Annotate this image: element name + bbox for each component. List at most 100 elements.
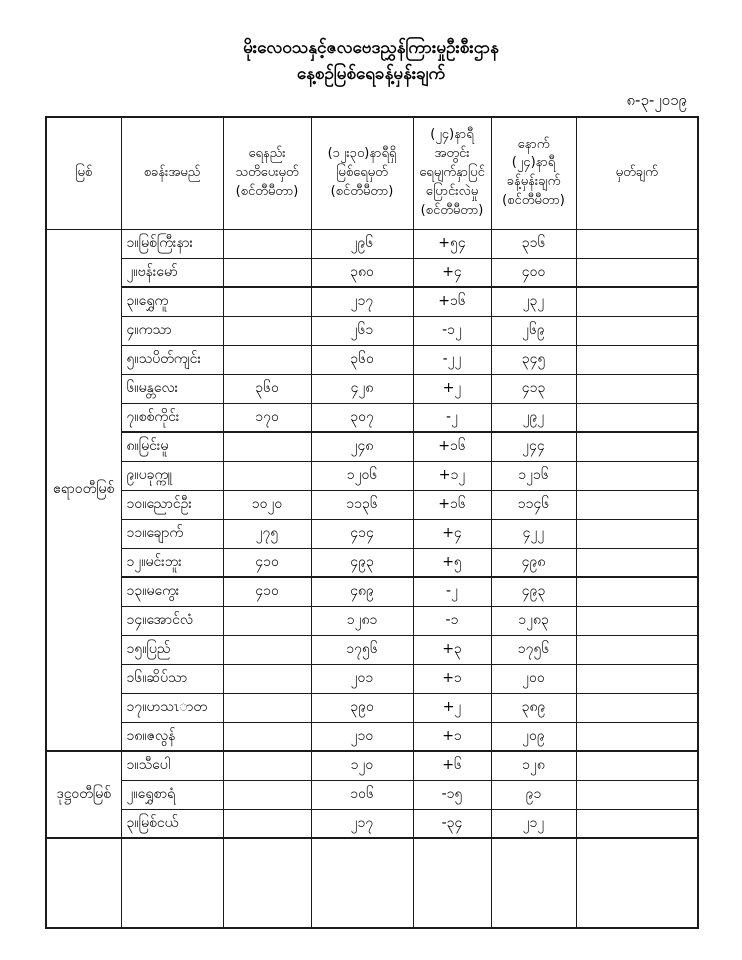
current-level-cell: ၃၉၀ — [310, 692, 414, 723]
warning-level-cell — [222, 228, 312, 259]
forecast-24hr-cell: ၄၉၈ — [490, 547, 577, 578]
change-24hr-cell: -၂၂ — [412, 344, 492, 375]
column-header-current-level: (၁၂း၃၀)နာရီရှိ မြစ်ရေမှတ် (စင်တီမီတာ) — [310, 116, 414, 230]
river-report-table: မြစ် စခန်းအမည် ရေနည်း သတိပေးမှတ် (စင်တီမ… — [45, 116, 699, 929]
table-row: ၂။ဗန်းမော် ၃၈၀ +၄ ၄၀၀ — [46, 257, 699, 288]
current-level-cell — [310, 837, 414, 929]
station-name-cell: ၁၁။ချောက် — [120, 518, 224, 549]
remarks-cell — [575, 489, 699, 520]
current-level-cell: ၃၈၀ — [310, 257, 414, 288]
change-24hr-cell: -၁၂ — [412, 315, 492, 346]
remarks-cell — [575, 286, 699, 317]
remarks-cell — [575, 228, 699, 259]
change-24hr-cell: +၁ — [412, 663, 492, 694]
current-level-cell: ၄၉၃ — [310, 547, 414, 578]
station-name-cell: ၄။ကသာ — [120, 315, 224, 346]
warning-level-cell — [222, 431, 312, 462]
change-24hr-cell: +၆ — [412, 750, 492, 781]
station-name-cell: ၁၇။ဟသၤာတ — [120, 692, 224, 723]
warning-level-cell: ၃၆၀ — [222, 373, 312, 404]
current-level-cell: ၂၀၁ — [310, 663, 414, 694]
station-name-cell: ၁၆။ဆိပ်သာ — [120, 663, 224, 694]
remarks-cell — [575, 431, 699, 462]
forecast-24hr-cell: ၄၀၀ — [490, 257, 577, 288]
table-row: ၁၃။မကွေး ၄၁၀ ၄၈၉ -၂ ၄၉၃ — [46, 576, 699, 607]
remarks-cell — [575, 373, 699, 404]
change-24hr-cell: +၃ — [412, 634, 492, 665]
remarks-cell — [575, 518, 699, 549]
station-name-cell: ၇။စစ်ကိုင်း — [120, 402, 224, 433]
document-title-line1: မိုးလေဝသနှင့်ဇလဗေဒညွှန်ကြားမှုဦးစီးဌာန — [243, 38, 499, 58]
column-header-station: စခန်းအမည် — [120, 116, 224, 230]
river-group-cell: ဒုဋ္ဌဝတီမြစ် — [45, 750, 122, 839]
current-level-cell: ၁၇၅၆ — [310, 634, 414, 665]
station-name-cell: ၁၂။မင်းဘူး — [120, 547, 224, 578]
remarks-cell — [575, 257, 699, 288]
station-name-cell: ၂။ဗန်းမော် — [120, 257, 224, 288]
report-date: ၈-၃-၂၀၁၉ — [626, 91, 687, 109]
forecast-24hr-cell: ၁၂၈ — [490, 750, 577, 781]
title-block: မိုးလေဝသနှင့်ဇလဗေဒညွှန်ကြားမှုဦးစီးဌာန န… — [0, 0, 742, 87]
table-header: မြစ် စခန်းအမည် ရေနည်း သတိပေးမှတ် (စင်တီမ… — [45, 116, 699, 230]
table-row: ၈။မြင်းမူ ၂၄၈ +၁၆ ၂၄၄ — [46, 431, 699, 462]
table-row: ၆။မန္တလေး ၃၆၀ ၄၂၈ +၂ ၄၁၃ — [46, 373, 699, 404]
warning-level-cell: ၂၇၅ — [222, 518, 312, 549]
current-level-cell: ၁၂၈၁ — [310, 605, 414, 636]
warning-level-cell — [222, 344, 312, 375]
remarks-cell — [575, 576, 699, 607]
forecast-24hr-cell: ၂၃၂ — [490, 286, 577, 317]
column-header-24hr-forecast: နောက် (၂၄)နာရီ ခန့်မှန်းချက် (စင်တီမီတာ) — [490, 116, 577, 230]
forecast-24hr-cell: ၂၄၄ — [490, 431, 577, 462]
table-row: ၁၂။မင်းဘူး ၄၁၀ ၄၉၃ +၅ ၄၉၈ — [46, 547, 699, 578]
warning-level-cell — [222, 257, 312, 288]
table-row: ဧရာဝတီမြစ် ၁။မြစ်ကြီးနား ၂၉၆ +၅၄ ၃၁၆ — [45, 228, 699, 752]
change-24hr-cell: +၅ — [412, 547, 492, 578]
remarks-cell — [575, 663, 699, 694]
warning-level-cell — [222, 808, 312, 839]
remarks-cell — [575, 750, 699, 781]
forecast-24hr-cell: ၄၉၃ — [490, 576, 577, 607]
column-header-warning-level: ရေနည်း သတိပေးမှတ် (စင်တီမီတာ) — [222, 116, 312, 230]
change-24hr-cell: +၂ — [412, 373, 492, 404]
station-name-cell: ၁။မြစ်ကြီးနား — [120, 228, 224, 259]
current-level-cell: ၂၁၀ — [310, 721, 414, 752]
forecast-24hr-cell: ၄၂၂ — [490, 518, 577, 549]
remarks-cell — [575, 344, 699, 375]
current-level-cell: ၂၉၆ — [310, 228, 414, 259]
forecast-24hr-cell: ၂၉၂ — [490, 402, 577, 433]
warning-level-cell — [222, 837, 312, 929]
remarks-cell — [575, 837, 699, 929]
forecast-24hr-cell: ၂၀၀ — [490, 663, 577, 694]
warning-level-cell — [222, 721, 312, 752]
station-name-cell: ၃။ရွှေကူ — [120, 286, 224, 317]
column-header-river: မြစ် — [45, 116, 122, 230]
remarks-cell — [575, 402, 699, 433]
change-24hr-cell: -၂ — [412, 576, 492, 607]
header-row: မြစ် စခန်းအမည် ရေနည်း သတိပေးမှတ် (စင်တီမ… — [45, 116, 699, 230]
warning-level-cell — [222, 286, 312, 317]
station-name-cell — [120, 837, 224, 929]
remarks-cell — [575, 460, 699, 491]
current-level-cell: ၃၀၇ — [310, 402, 414, 433]
change-24hr-cell: +၄ — [412, 257, 492, 288]
current-level-cell: ၄၂၈ — [310, 373, 414, 404]
remarks-cell — [575, 808, 699, 839]
warning-level-cell — [222, 779, 312, 810]
forecast-24hr-cell: ၂၁၂ — [490, 808, 577, 839]
river-group-cell: ဧရာဝတီမြစ် — [45, 228, 122, 752]
station-name-cell: ၁၃။မကွေး — [120, 576, 224, 607]
table-row: ၁၆။ဆိပ်သာ ၂၀၁ +၁ ၂၀၀ — [46, 663, 699, 694]
forecast-24hr-cell: ၃၁၆ — [490, 228, 577, 259]
station-name-cell: ၂။ရွှေစာရံ — [120, 779, 224, 810]
station-name-cell: ၁။သီပေါ — [120, 750, 224, 781]
warning-level-cell — [222, 634, 312, 665]
warning-level-cell — [222, 663, 312, 694]
table-row: ၅။သပိတ်ကျင်း ၃၆၀ -၂၂ ၃၄၅ — [46, 344, 699, 375]
warning-level-cell — [222, 315, 312, 346]
current-level-cell: ၃၆၀ — [310, 344, 414, 375]
forecast-24hr-cell: ၃၈၉ — [490, 692, 577, 723]
change-24hr-cell: +၁၂ — [412, 460, 492, 491]
change-24hr-cell: -၁၅ — [412, 779, 492, 810]
change-24hr-cell: -၂ — [412, 402, 492, 433]
table-row: ၁၄။အောင်လံ ၁၂၈၁ -၁ ၁၂၈၃ — [46, 605, 699, 636]
